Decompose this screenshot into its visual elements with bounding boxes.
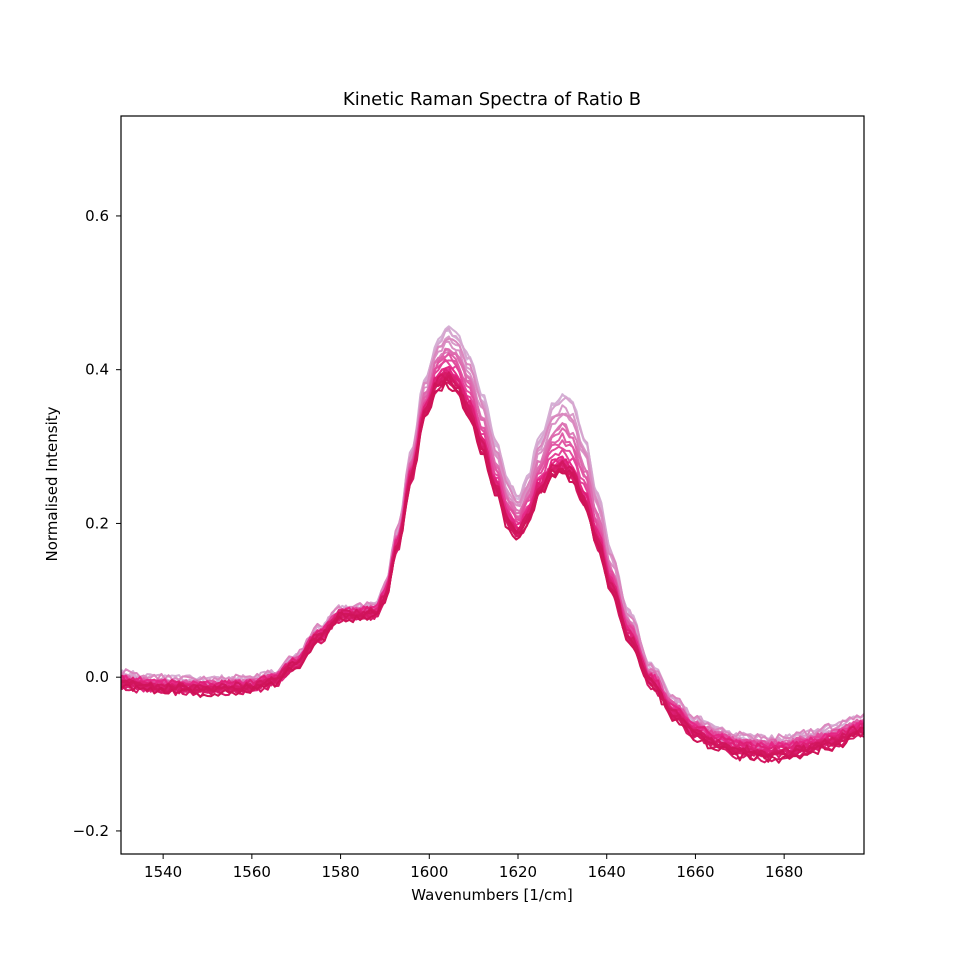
x-tick-label: 1580 [321,863,359,881]
y-tick-label: 0.2 [85,514,109,532]
series-layer [121,325,864,764]
x-tick-label: 1660 [676,863,714,881]
spectrum-line [121,337,864,742]
plot-frame [120,115,865,855]
x-axis-label: Wavenumbers [1/cm] [411,886,572,904]
x-tick-label: 1640 [588,863,626,881]
y-tick-label: 0.6 [85,207,109,225]
spectrum-line [121,381,864,764]
x-tick-label: 1600 [410,863,448,881]
chart-title: Kinetic Raman Spectra of Ratio B [343,89,641,110]
y-tick-label: 0.4 [85,361,109,379]
y-tick-label: −0.2 [73,822,109,840]
y-axis-label: Normalised Intensity [43,406,61,561]
x-tick-label: 1680 [765,863,803,881]
x-tick-label: 1540 [144,863,182,881]
y-tick-label: 0.0 [85,668,109,686]
x-tick-label: 1560 [233,863,271,881]
x-tick-label: 1620 [499,863,537,881]
spectrum-line [121,327,864,743]
axes-layer: 1540 1560 1580 1600 1620 1640 1660 1680 −0.2 0.0 0… [73,115,865,881]
